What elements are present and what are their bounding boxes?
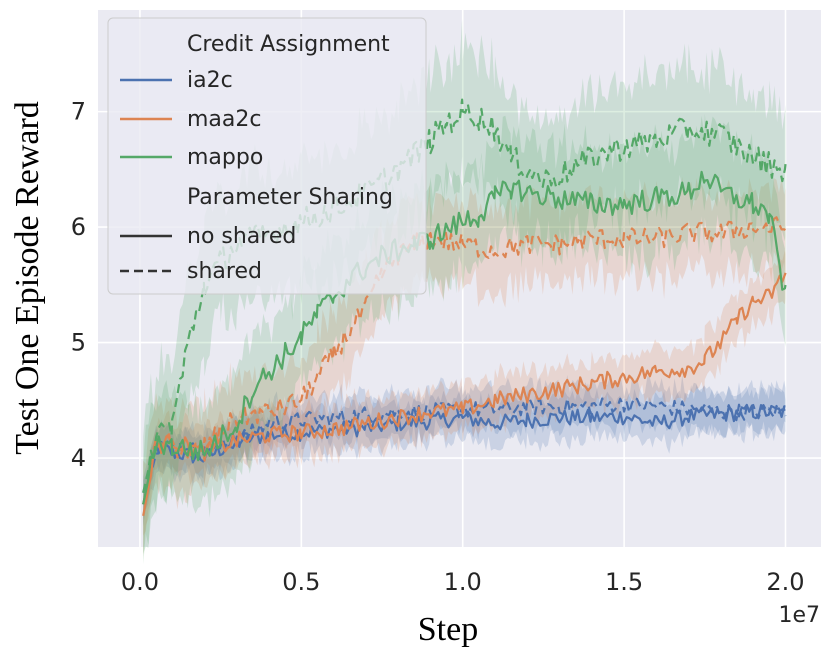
x-tick-label: 0.0 — [121, 568, 159, 596]
band-maa2c-no-shared — [143, 250, 786, 536]
line-ia2c-shared — [142, 396, 787, 493]
y-tick-label: 5 — [71, 329, 86, 357]
legend-label-ia2c: ia2c — [187, 68, 233, 93]
legend-label-mappo: mappo — [187, 145, 263, 170]
line-maa2c-shared — [142, 216, 787, 505]
y-tick-label: 4 — [71, 444, 86, 472]
y-tick-label: 6 — [71, 213, 86, 241]
band-ia2c-no-shared — [143, 379, 786, 527]
tick-labels: 0.0 0.5 1.0 1.5 2.0 4 5 6 7 — [71, 98, 805, 596]
y-axis-title: Test One Episode Reward — [9, 101, 46, 455]
legend-label-maa2c: maa2c — [187, 107, 262, 132]
band-maa2c-shared — [143, 176, 786, 557]
line-mappo-shared — [142, 98, 787, 493]
x-axis-title: Step — [418, 611, 478, 648]
line-maa2c-no-shared — [142, 272, 787, 517]
legend-frame — [107, 17, 427, 295]
legend: Credit Assignment ia2c maa2c mappo Param… — [107, 17, 427, 295]
y-tick-label: 7 — [71, 98, 86, 126]
series-lines — [142, 98, 787, 517]
x-tick-label: 1.5 — [605, 568, 643, 596]
x-axis-offset-label: 1e7 — [778, 603, 820, 628]
x-tick-label: 1.0 — [444, 568, 482, 596]
legend-label-no-shared: no shared — [187, 224, 296, 249]
line-mappo-no-shared — [142, 170, 787, 505]
x-tick-label: 2.0 — [766, 568, 804, 596]
legend-label-shared: shared — [187, 259, 262, 284]
band-mappo-no-shared — [143, 113, 786, 565]
legend-hue-title: Credit Assignment — [187, 32, 390, 57]
legend-style-title: Parameter Sharing — [187, 185, 393, 210]
x-tick-label: 0.5 — [282, 568, 320, 596]
